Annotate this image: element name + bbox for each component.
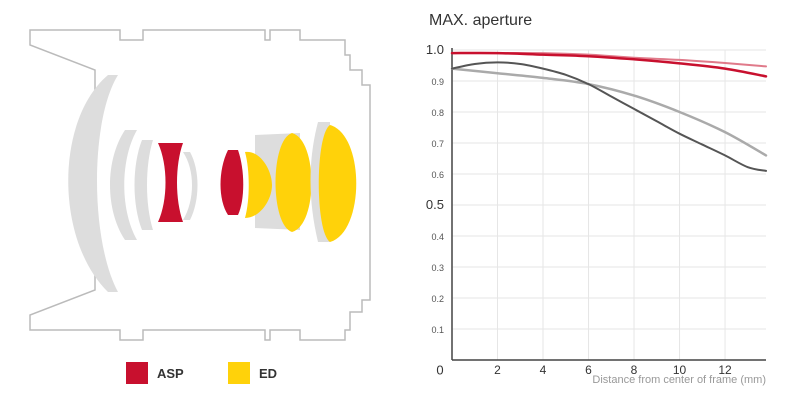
y-tick-label: 0.7 — [431, 139, 444, 149]
lens-barrel-outline — [29, 29, 371, 341]
lens-element-front-meniscus — [68, 75, 118, 292]
y-tick-label: 0.9 — [431, 77, 444, 87]
lens-element-2 — [110, 130, 137, 240]
legend-label-asp: ASP — [157, 365, 184, 381]
y-tick-label: 0.1 — [431, 325, 444, 335]
y-tick-label: 0.5 — [426, 197, 444, 212]
chart-title: MAX. aperture — [429, 12, 533, 29]
lens-element-asp-1 — [158, 143, 183, 222]
legend-item-ed: ED — [228, 362, 277, 384]
x-tick-label: 0 — [436, 363, 443, 378]
legend-swatch-ed — [228, 362, 250, 384]
series-line-4 — [451, 61, 767, 172]
lens-element-5 — [183, 152, 198, 220]
lens-element-asp-2 — [220, 150, 244, 215]
y-tick-label: 0.8 — [431, 108, 444, 118]
x-tick-label: 8 — [631, 363, 638, 377]
y-tick-label: 0.3 — [431, 263, 444, 273]
series-line-3 — [450, 67, 768, 157]
legend-label-ed: ED — [259, 365, 278, 381]
y-tick-label: 0.6 — [431, 170, 444, 180]
lens-element-ed-1 — [245, 151, 272, 218]
series-line-2 — [450, 51, 768, 78]
x-tick-label: 10 — [673, 363, 687, 377]
x-axis-label: Distance from center of frame (mm) — [592, 374, 766, 386]
lens-element-ed-2 — [275, 133, 312, 232]
series-line-1 — [451, 51, 767, 68]
y-tick-label: 0.4 — [431, 232, 444, 242]
lens-cross-section-diagram — [29, 29, 371, 341]
x-tick-label: 6 — [585, 363, 592, 377]
y-tick-label: 1.0 — [426, 42, 444, 57]
x-tick-label: 2 — [494, 363, 501, 377]
lens-element-3 — [134, 140, 153, 230]
x-tick-label: 12 — [718, 363, 732, 377]
y-tick-label: 0.2 — [431, 294, 444, 304]
legend-swatch-asp — [126, 362, 148, 384]
legend-item-asp: ASP — [126, 362, 184, 384]
lens-element-ed-3 — [318, 125, 357, 242]
x-tick-label: 4 — [540, 363, 547, 377]
